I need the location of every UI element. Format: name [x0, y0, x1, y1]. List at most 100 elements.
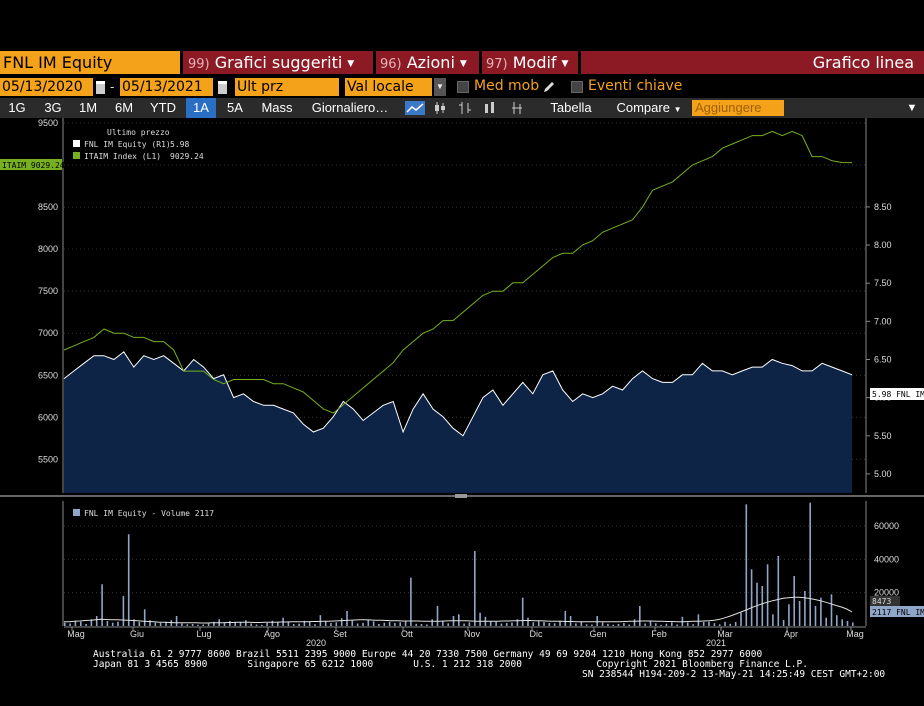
- right-tick-label: 5.00: [874, 469, 892, 479]
- fnl-last-tag: 5.98 FNL IM: [870, 388, 924, 400]
- volume-bar: [207, 623, 210, 626]
- range-max[interactable]: Mass: [261, 100, 293, 115]
- menu-label: Azioni: [406, 53, 455, 72]
- volume-axis: 20000 40000 60000: [874, 521, 899, 598]
- volume-bar: [122, 596, 125, 626]
- volume-bar: [64, 622, 66, 626]
- legend-swatch-fnl: [73, 140, 80, 147]
- ohlc-bar-icon[interactable]: [458, 101, 472, 115]
- separator: [180, 51, 183, 74]
- svg-text:ITAIM 9029.24: ITAIM 9029.24: [2, 161, 65, 170]
- volume-bar: [261, 624, 263, 626]
- volume-bar: [564, 611, 567, 626]
- volume-bar: [399, 622, 401, 626]
- range-1m[interactable]: 1M: [78, 100, 98, 115]
- legend-title: Ultimo prezzo: [107, 128, 170, 137]
- volume-bar: [543, 622, 545, 626]
- volume-bar: [766, 564, 769, 626]
- volume-bar: [101, 584, 103, 626]
- mountain-chart-icon[interactable]: [510, 101, 524, 115]
- calendar-icon[interactable]: [218, 81, 227, 94]
- chevron-down-icon[interactable]: ▼: [434, 78, 446, 96]
- volume-bar: [74, 621, 77, 626]
- volume-bar: [527, 617, 529, 626]
- menu-edit[interactable]: 97) Modif ▼: [486, 51, 568, 74]
- filter-icon[interactable]: ▼: [906, 102, 918, 114]
- end-date-input[interactable]: 05/13/2021: [120, 78, 213, 96]
- range-3d[interactable]: 3G: [44, 100, 62, 115]
- volume-bar: [750, 569, 753, 626]
- x-tick-label: Nov: [464, 629, 481, 639]
- line-chart-icon[interactable]: [405, 101, 425, 115]
- volume-bar: [239, 622, 242, 626]
- menu-actions[interactable]: 96) Azioni ▼: [380, 51, 467, 74]
- range-1y[interactable]: 1A: [186, 98, 216, 118]
- footer-line-3: SN 238544 H194-209-2 13-May-21 14:25:49 …: [582, 669, 886, 680]
- volume-bar: [596, 616, 598, 626]
- calendar-icon[interactable]: [96, 81, 105, 94]
- left-tick-label: 5500: [38, 454, 58, 464]
- pencil-icon[interactable]: [542, 80, 556, 94]
- volume-bar: [665, 623, 668, 626]
- footer-contacts: Australia 61 2 9777 8600 Brazil 5511 239…: [0, 650, 924, 680]
- volume-bar: [404, 621, 407, 626]
- security-field[interactable]: FNL IM Equity: [0, 51, 180, 74]
- add-security-input[interactable]: Aggiungere: [692, 100, 784, 116]
- volume-bar: [793, 576, 795, 626]
- chart-area[interactable]: 550060006500700075008000850090009500 5.0…: [0, 118, 924, 648]
- volume-bar: [660, 624, 662, 626]
- range-5y[interactable]: 5A: [227, 100, 243, 115]
- currency-select[interactable]: Val locale: [345, 78, 432, 96]
- volume-bar: [106, 621, 109, 626]
- volume-bar: [170, 620, 173, 626]
- pane-resize-handle[interactable]: [455, 494, 467, 498]
- volume-bar: [303, 620, 306, 626]
- volume-bar: [585, 624, 588, 626]
- volume-bar: [489, 621, 492, 626]
- svg-text:FNL IM Equity - Volume 2117: FNL IM Equity - Volume 2117: [84, 509, 214, 518]
- table-button[interactable]: Tabella: [550, 100, 592, 115]
- volume-bar: [580, 621, 583, 626]
- x-year-label: 2020: [306, 638, 326, 648]
- volume-bar: [436, 606, 439, 626]
- volume-bar: [154, 622, 157, 626]
- volume-bar: [713, 623, 716, 626]
- range-6m[interactable]: 6M: [114, 100, 134, 115]
- left-tick-label: 8000: [38, 244, 58, 254]
- volume-bar: [804, 591, 806, 626]
- chevron-down-icon: ▼: [347, 59, 355, 69]
- compare-button[interactable]: Compare ▼: [610, 98, 688, 118]
- volume-last-tag: 2117 FNL IM: [870, 606, 924, 617]
- volume-bar: [324, 621, 327, 626]
- volume-avg-tag: 8473: [870, 596, 900, 606]
- volume-bar: [442, 621, 444, 626]
- start-date-input[interactable]: 05/13/2020: [0, 78, 93, 96]
- volume-bar: [516, 619, 519, 626]
- range-1d[interactable]: 1G: [8, 100, 26, 115]
- x-axis: Mag Giu Lug Ago Set Ott Nov Dic Gen Feb Mar Apr Mag 2…: [64, 626, 866, 648]
- chevron-down-icon: ▼: [459, 59, 467, 69]
- volume-bar: [463, 623, 465, 626]
- moving-average-checkbox[interactable]: [457, 81, 469, 93]
- volume-bar: [197, 624, 199, 626]
- volume-bar: [671, 622, 673, 626]
- x-tick-label: Feb: [651, 629, 667, 639]
- candlestick-icon[interactable]: [433, 101, 447, 115]
- volume-bar: [378, 624, 380, 626]
- period-select[interactable]: Giornaliero…: [311, 100, 389, 115]
- right-tick-label: 8.50: [874, 202, 892, 212]
- key-events-checkbox[interactable]: [571, 81, 583, 93]
- volume-bar: [644, 623, 646, 626]
- bar-chart-icon[interactable]: [483, 101, 497, 115]
- volume-bar: [181, 623, 183, 626]
- range-ytd[interactable]: YTD: [150, 100, 176, 115]
- volume-bar: [277, 622, 279, 626]
- fnl-area-fill: [64, 351, 852, 493]
- price-field-select[interactable]: Ult prz: [235, 78, 339, 96]
- menu-suggested-charts[interactable]: 99) Grafici suggeriti ▼: [188, 51, 354, 74]
- volume-bar: [351, 620, 354, 626]
- volume-bar: [846, 621, 849, 626]
- volume-bar: [825, 617, 827, 626]
- volume-bar: [362, 622, 364, 626]
- volume-bar: [505, 623, 508, 626]
